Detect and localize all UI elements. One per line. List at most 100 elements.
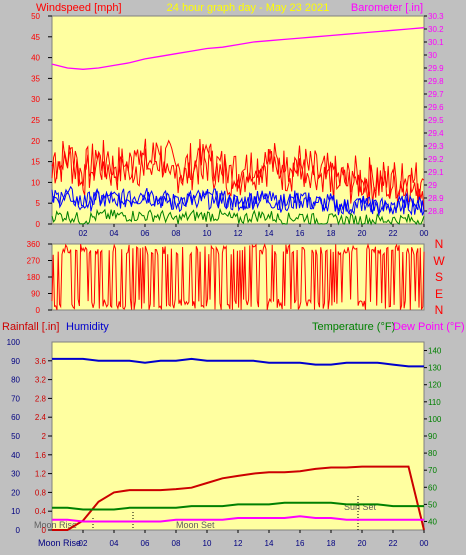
wind-avg-line [51, 187, 425, 216]
wind-x-tick: 04 [110, 229, 119, 238]
baro-y-tick: 28.9 [428, 194, 444, 203]
rain-x-tick: 00 [420, 539, 429, 548]
rainfall-line [52, 465, 425, 531]
baro-y-tick: 29.5 [428, 116, 444, 125]
baro-y-tick: 30 [428, 51, 437, 60]
direction-label-n-top: N [435, 237, 444, 251]
rain-x-tick: 14 [265, 539, 274, 548]
rain-x-tick: 06 [141, 539, 150, 548]
rain-y-tick: 0.8 [35, 488, 47, 497]
direction-label-n-bottom: N [435, 303, 444, 317]
rain-y-tick: 2 [42, 432, 47, 441]
wind-x-tick: 08 [172, 229, 181, 238]
wind-low-line [51, 207, 425, 226]
wind-y-tick: 35 [31, 74, 40, 83]
rain-x-tick: 02 [79, 539, 88, 548]
temp-y-tick: 50 [428, 500, 437, 509]
baro-y-tick: 29.3 [428, 142, 444, 151]
rain-y-tick: 2.4 [35, 413, 47, 422]
direction-line [51, 243, 425, 311]
chart-marks: 0510152025303540455028.828.92929.129.229… [7, 12, 444, 548]
rain-x-tick: 20 [358, 539, 367, 548]
temp-y-tick: 70 [428, 466, 437, 475]
humidity-y-tick: 100 [7, 338, 21, 347]
wind-gust-line [51, 142, 425, 200]
temp-y-tick: 80 [428, 449, 437, 458]
humidity-y-tick: 10 [11, 507, 20, 516]
direction-y-tick: 0 [36, 306, 41, 315]
direction-y-tick: 270 [27, 257, 41, 266]
wind-x-tick: 18 [327, 229, 336, 238]
barometer-title: Barometer [.in] [351, 2, 423, 14]
baro-y-tick: 30.1 [428, 38, 444, 47]
wind-y-tick: 40 [31, 54, 40, 63]
wind-x-tick: 16 [296, 229, 305, 238]
baro-y-tick: 28.8 [428, 207, 444, 216]
rain-x-tick: 08 [172, 539, 181, 548]
wind-y-tick: 25 [31, 116, 40, 125]
humidity-y-tick: 50 [11, 432, 20, 441]
baro-y-tick: 30.3 [428, 12, 444, 21]
humidity-y-tick: 30 [11, 470, 20, 479]
baro-y-tick: 29.8 [428, 77, 444, 86]
rainfall-title: Rainfall [.in] [2, 321, 59, 333]
rain-x-tick: 16 [296, 539, 305, 548]
rain-plot-area [51, 341, 425, 531]
wind-y-tick: 20 [31, 137, 40, 146]
windspeed-title: Windspeed [mph] [36, 2, 122, 14]
baro-y-tick: 30.2 [428, 25, 444, 34]
wind-x-tick: 06 [141, 229, 150, 238]
baro-y-tick: 29.2 [428, 155, 444, 164]
rain-y-tick: 1.2 [35, 470, 47, 479]
temperature-title: Temperature (°F) [312, 321, 395, 333]
moon-set-label: Moon Set [176, 520, 215, 530]
wind-y-tick: 45 [31, 33, 40, 42]
rain-x-tick: 22 [389, 539, 398, 548]
wind-x-tick: 12 [234, 229, 243, 238]
direction-y-tick: 90 [31, 290, 40, 299]
wind-x-tick: 10 [203, 229, 212, 238]
baro-y-tick: 29.6 [428, 103, 444, 112]
wind-x-tick: 02 [79, 229, 88, 238]
wind-x-tick: 00 [420, 229, 429, 238]
humidity-title: Humidity [66, 321, 109, 333]
rain-y-tick: 0 [42, 526, 47, 535]
rain-y-tick: 3.6 [35, 357, 47, 366]
direction-y-tick: 180 [27, 273, 41, 282]
rain-x-tick: 10 [203, 539, 212, 548]
direction-label-w: W [433, 254, 445, 268]
temp-y-tick: 130 [428, 364, 442, 373]
direction-label-e: E [435, 287, 443, 301]
dew-point-title: Dew Point (°F) [393, 321, 465, 333]
wind-plot-area [51, 15, 425, 225]
baro-y-tick: 29.7 [428, 90, 444, 99]
temp-y-tick: 90 [428, 432, 437, 441]
rain-y-tick: 0.4 [35, 507, 47, 516]
rain-y-tick: 3.2 [35, 376, 47, 385]
wind-y-tick: 10 [31, 178, 40, 187]
baro-y-tick: 29.9 [428, 64, 444, 73]
humidity-y-tick: 0 [16, 526, 21, 535]
rain-x-tick: 12 [234, 539, 243, 548]
wind-x-tick: 20 [358, 229, 367, 238]
moon-rise-label: Moon Rise [34, 520, 77, 530]
temp-y-tick: 120 [428, 381, 442, 390]
direction-y-tick: 360 [27, 240, 41, 249]
wind-x-tick: 22 [389, 229, 398, 238]
moon-rise-footer-label: Moon Rise [38, 538, 81, 548]
baro-y-tick: 29 [428, 181, 437, 190]
graph-title: 24 hour graph day - May 23 2021 [167, 2, 330, 14]
humidity-line [52, 357, 424, 368]
humidity-y-tick: 90 [11, 357, 20, 366]
wind-x-tick: 14 [265, 229, 274, 238]
wind-y-tick: 15 [31, 158, 40, 167]
wind-y-tick: 0 [36, 220, 41, 229]
temp-y-tick: 60 [428, 483, 437, 492]
temp-y-tick: 40 [428, 517, 437, 526]
temp-y-tick: 140 [428, 347, 442, 356]
direction-label-s: S [435, 270, 443, 284]
humidity-y-tick: 60 [11, 413, 20, 422]
rain-y-tick: 2.8 [35, 394, 47, 403]
temp-y-tick: 110 [428, 398, 441, 407]
